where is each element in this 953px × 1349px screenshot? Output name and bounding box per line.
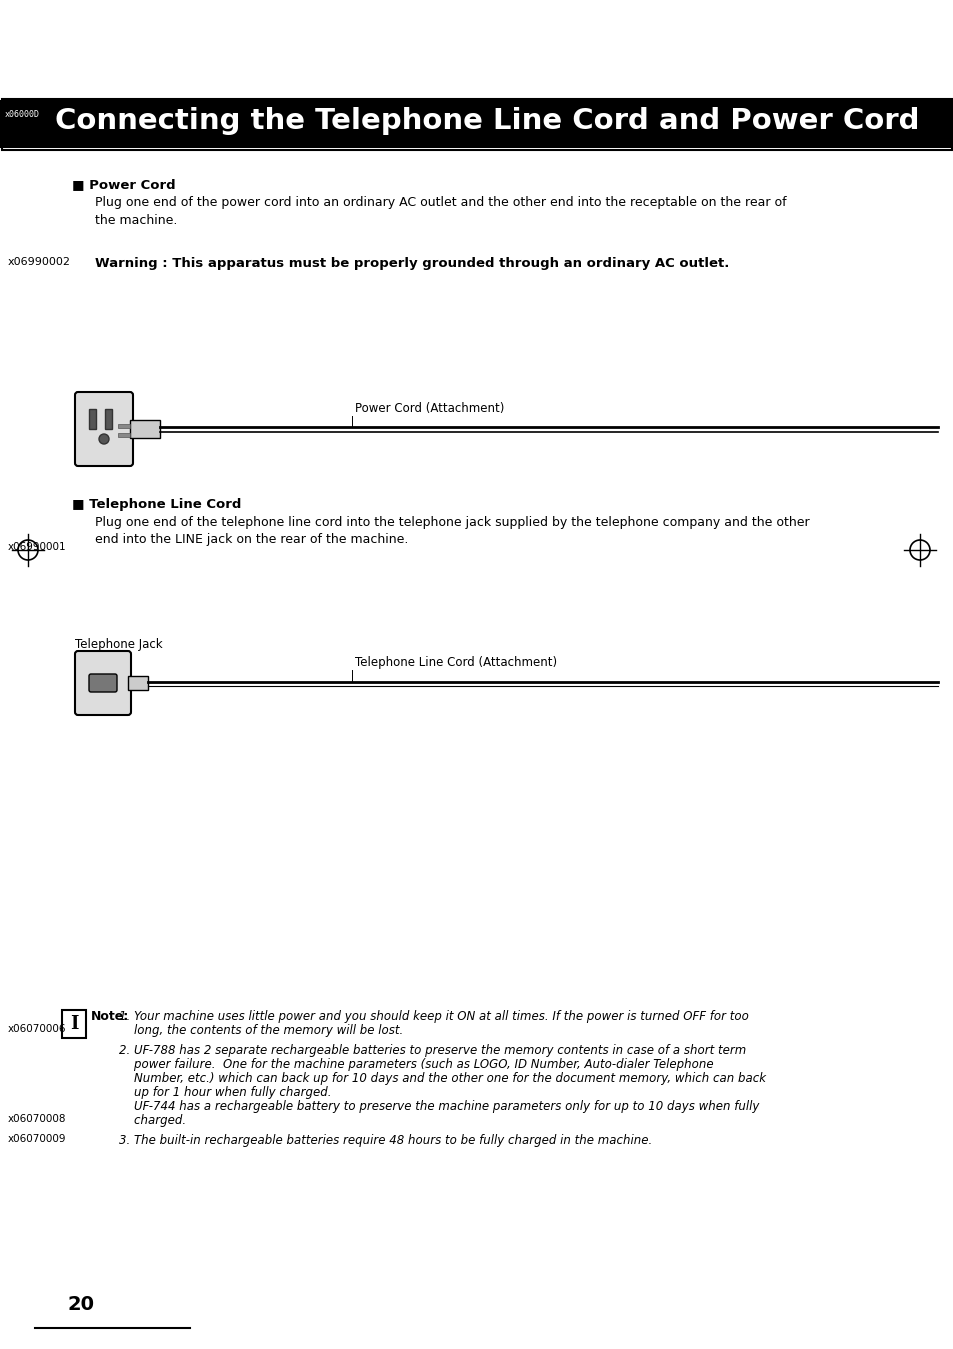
Circle shape — [99, 434, 109, 444]
Text: 3. The built-in rechargeable batteries require 48 hours to be fully charged in t: 3. The built-in rechargeable batteries r… — [119, 1135, 652, 1147]
Text: x06070006: x06070006 — [8, 1024, 67, 1033]
Bar — [118, 433, 130, 437]
Text: UF-744 has a rechargeable battery to preserve the machine parameters only for up: UF-744 has a rechargeable battery to pre… — [119, 1099, 759, 1113]
Text: x06070008: x06070008 — [8, 1114, 67, 1124]
FancyBboxPatch shape — [75, 393, 132, 465]
Text: Warning : This apparatus must be properly grounded through an ordinary AC outlet: Warning : This apparatus must be properl… — [95, 258, 729, 270]
Text: ■ Telephone Line Cord: ■ Telephone Line Cord — [71, 498, 241, 511]
Text: 20: 20 — [68, 1295, 95, 1314]
Bar — [62, 1010, 86, 1037]
Text: power failure.  One for the machine parameters (such as LOGO, ID Number, Auto-di: power failure. One for the machine param… — [119, 1058, 713, 1071]
Text: Plug one end of the power cord into an ordinary AC outlet and the other end into: Plug one end of the power cord into an o… — [95, 196, 786, 227]
Text: x06990002: x06990002 — [8, 258, 71, 267]
Bar — [105, 409, 112, 429]
Bar — [118, 424, 130, 428]
Text: x06990001: x06990001 — [8, 542, 67, 552]
Bar — [0, 100, 953, 148]
Bar — [130, 420, 160, 438]
Text: x06000D: x06000D — [5, 111, 40, 119]
Text: Plug one end of the telephone line cord into the telephone jack supplied by the : Plug one end of the telephone line cord … — [95, 517, 809, 546]
Text: I: I — [70, 1014, 78, 1033]
FancyBboxPatch shape — [89, 674, 117, 692]
Text: 2. UF-788 has 2 separate rechargeable batteries to preserve the memory contents : 2. UF-788 has 2 separate rechargeable ba… — [119, 1044, 745, 1058]
Text: ■ Power Cord: ■ Power Cord — [71, 178, 175, 192]
Bar — [2, 98, 951, 150]
Text: Connecting the Telephone Line Cord and Power Cord: Connecting the Telephone Line Cord and P… — [55, 107, 919, 135]
Text: charged.: charged. — [119, 1114, 186, 1126]
Text: Telephone Line Cord (Attachment): Telephone Line Cord (Attachment) — [355, 656, 557, 669]
Text: Power Cord (Attachment): Power Cord (Attachment) — [355, 402, 504, 415]
Text: Telephone Jack: Telephone Jack — [75, 638, 162, 652]
Text: x06070009: x06070009 — [8, 1135, 67, 1144]
Bar — [89, 409, 96, 429]
FancyBboxPatch shape — [75, 652, 131, 715]
Text: 1. Your machine uses little power and you should keep it ON at all times. If the: 1. Your machine uses little power and yo… — [119, 1010, 748, 1023]
Text: up for 1 hour when fully charged.: up for 1 hour when fully charged. — [119, 1086, 331, 1099]
Text: long, the contents of the memory will be lost.: long, the contents of the memory will be… — [119, 1024, 403, 1037]
Text: Note:: Note: — [91, 1010, 129, 1023]
Bar — [128, 676, 148, 689]
Text: Number, etc.) which can back up for 10 days and the other one for the document m: Number, etc.) which can back up for 10 d… — [119, 1072, 765, 1085]
